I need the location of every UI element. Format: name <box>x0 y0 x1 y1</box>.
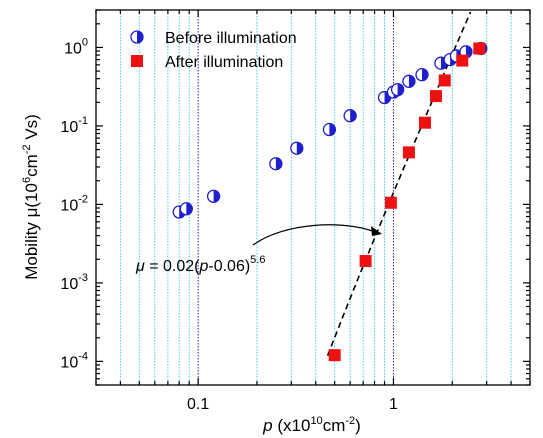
point-after-illumination <box>418 116 431 129</box>
legend-label-before: Before illumination <box>165 30 297 47</box>
point-marker-fill <box>408 75 415 88</box>
point-after-illumination <box>359 255 372 268</box>
fit-equation: μ = 0.02(p-0.06)5.6 <box>135 254 265 275</box>
y-tick-labels: 10-4 10-3 10-2 10-1 100 <box>60 36 88 371</box>
point-marker-fill <box>350 109 357 122</box>
point-marker-fill <box>213 190 220 203</box>
fit-line-group <box>326 11 472 356</box>
y-axis-label: Mobility μ(106cm-2 Vs) <box>21 114 41 280</box>
y-axis-mid: cm <box>22 154 41 177</box>
plot-frame <box>95 9 531 386</box>
annotation-arrow <box>252 224 376 246</box>
point-before-illumination <box>390 82 405 97</box>
point-after-illumination <box>429 90 442 103</box>
x-tick-label: 1 <box>389 396 398 413</box>
legend-label-after: After illumination <box>165 54 283 71</box>
y-axis-pre: Mobility μ(10 <box>22 183 41 280</box>
y-axis-sup2: -2 <box>21 144 33 154</box>
fit-equation-rest: -0.06) <box>208 258 250 275</box>
fit-line <box>326 11 472 356</box>
y-tick-label: 100 <box>64 36 88 57</box>
point-before-illumination <box>269 157 283 171</box>
point-marker-fill <box>275 157 282 170</box>
legend: Before illumination After illumination <box>130 30 297 71</box>
y-tick-label: 10-4 <box>60 350 88 371</box>
point-before-illumination <box>402 74 416 88</box>
fit-equation-mu: μ <box>135 258 145 275</box>
y-axis-end: Vs) <box>22 114 41 144</box>
legend-marker-before <box>130 30 144 44</box>
point-before-illumination <box>206 189 221 203</box>
point-marker-fill <box>329 123 336 136</box>
point-marker-fill <box>186 202 193 215</box>
fit-equation-var: p <box>198 258 208 275</box>
y-tick-label: 10-1 <box>60 115 88 136</box>
x-tick-labels: 0.1 1 <box>187 396 398 413</box>
point-before-illumination <box>415 68 429 82</box>
annotation-arrowhead <box>371 226 382 236</box>
x-axis-label: p (x1010cm-2) <box>262 415 361 435</box>
x-axis-end: ) <box>355 416 361 435</box>
x-axis-var: p <box>262 416 272 435</box>
point-after-illumination <box>456 54 469 67</box>
x-axis-post: cm <box>323 416 346 435</box>
point-marker-fill <box>296 142 303 155</box>
y-tick-label: 10-2 <box>60 193 88 214</box>
x-tick-label: 0.1 <box>187 396 209 413</box>
point-after-illumination <box>328 349 341 362</box>
fit-equation-eq: = 0.02( <box>145 258 200 275</box>
fit-equation-exp: 5.6 <box>250 254 265 266</box>
point-before-illumination <box>343 109 357 123</box>
axis-ticks <box>95 9 531 386</box>
point-after-illumination <box>438 74 451 87</box>
point-before-illumination <box>322 122 337 137</box>
point-marker-fill <box>397 83 404 96</box>
legend-marker-after <box>131 55 143 67</box>
point-before-illumination <box>290 141 304 155</box>
x-axis-sup2: -2 <box>345 415 355 427</box>
y-tick-label: 10-3 <box>60 272 88 293</box>
point-after-illumination <box>384 196 397 209</box>
point-before-illumination <box>179 202 193 216</box>
data-points <box>172 41 488 362</box>
x-axis-sup: 10 <box>310 415 322 427</box>
y-axis-sup: 6 <box>21 177 33 183</box>
x-axis-pre: (x10 <box>273 416 311 435</box>
point-marker-fill <box>422 68 429 81</box>
point-after-illumination <box>473 42 486 55</box>
point-after-illumination <box>402 146 415 159</box>
